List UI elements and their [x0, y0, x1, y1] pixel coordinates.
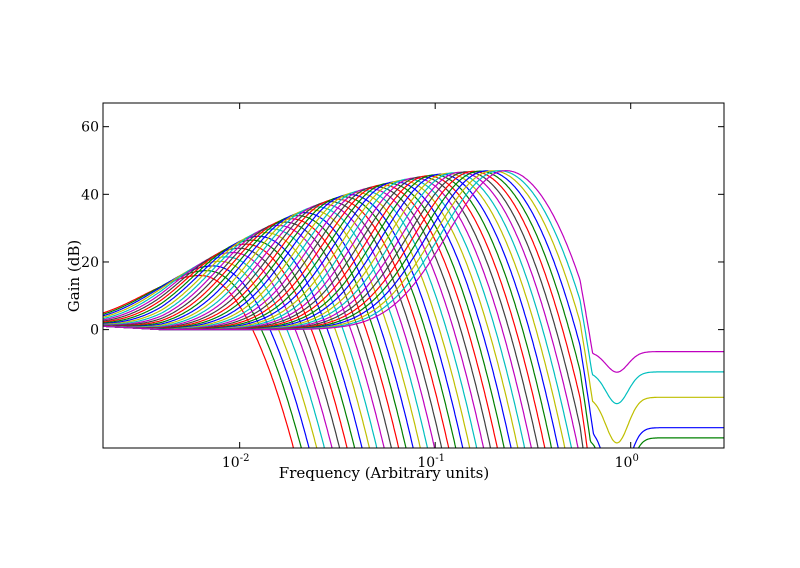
plot-frame	[102, 102, 725, 449]
gain-series-48	[103, 169, 724, 373]
gain-series-3	[103, 265, 310, 448]
gain-series-26	[103, 189, 478, 448]
gain-series-7	[103, 247, 341, 448]
gain-series-18	[103, 209, 421, 448]
gain-series-23	[103, 196, 457, 448]
gain-series-13	[103, 224, 385, 448]
y-tick-label: 0	[90, 323, 99, 339]
x-tick-label: 100	[615, 453, 639, 471]
gain-series-19	[103, 206, 429, 448]
gain-series-2	[103, 270, 302, 448]
x-tick-label-base: 10	[417, 455, 435, 471]
gain-series-16	[103, 215, 407, 448]
series-layer	[103, 169, 724, 448]
gain-series-9	[103, 239, 356, 448]
y-tick-label: 60	[81, 120, 99, 136]
gain-series-21	[103, 201, 443, 448]
y-tick-label: 20	[81, 255, 99, 271]
x-tick-label-base: 10	[615, 455, 633, 471]
gain-series-17	[103, 212, 414, 448]
gain-series-4	[103, 260, 318, 448]
gain-series-10	[103, 235, 363, 448]
gain-series-11	[103, 232, 371, 448]
gain-series-20	[103, 203, 436, 448]
x-tick-label-base: 10	[222, 455, 240, 471]
x-tick-label-exponent: -1	[435, 453, 445, 464]
gain-series-15	[103, 218, 400, 448]
x-tick-label: 10-1	[417, 453, 445, 471]
x-tick-label-exponent: -2	[240, 453, 250, 464]
x-tick-label: 10-2	[222, 453, 250, 471]
x-axis-label: Frequency (Arbitrary units)	[279, 464, 489, 482]
gain-series-24	[103, 193, 464, 448]
gain-series-14	[103, 221, 393, 448]
gain-series-8	[103, 243, 348, 448]
x-tick-label-exponent: 0	[632, 453, 638, 464]
gain-series-22	[103, 198, 450, 448]
y-tick-label: 40	[81, 187, 99, 203]
y-axis-label: Gain (dB)	[65, 240, 83, 312]
gain-series-12	[103, 228, 378, 448]
